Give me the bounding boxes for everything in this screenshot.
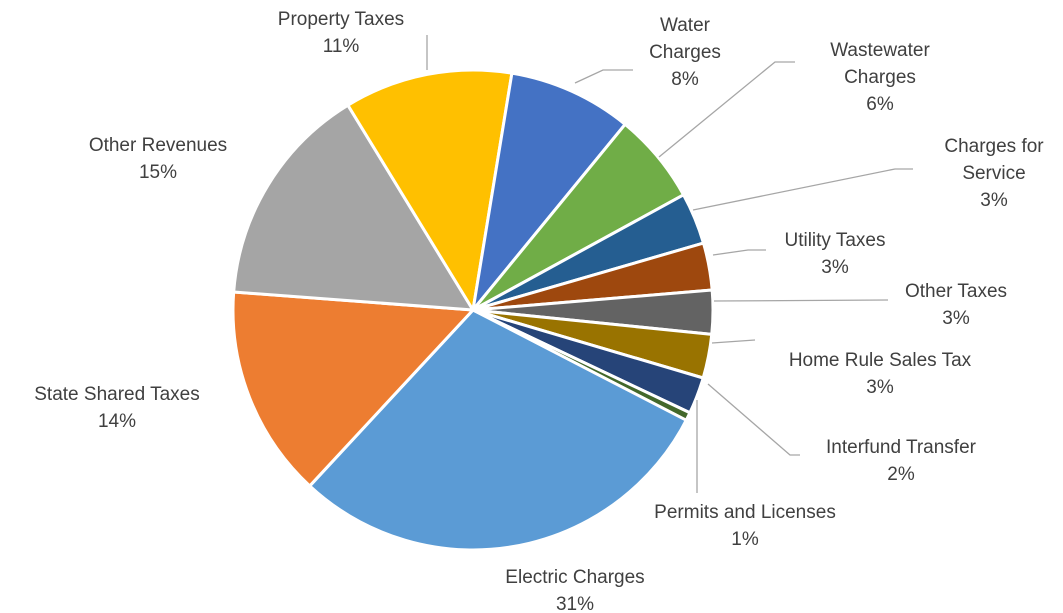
label-percent: 15% [139,162,177,183]
label-name: State Shared Taxes [34,384,199,405]
label-percent: 31% [556,594,594,613]
label-name: Other Taxes [905,281,1007,302]
label-percent: 6% [866,94,894,115]
label-state-shared-taxes: State Shared Taxes 14% [34,384,199,432]
label-percent: 3% [942,308,970,329]
slice-property-taxes [346,68,514,312]
leader-line-interfund-transfer [707,383,800,456]
label-charges-for-service: Charges for Service 3% [944,136,1044,211]
label-water-charges: Water Charges 8% [649,15,721,90]
label-interfund-transfer: Interfund Transfer 2% [826,437,977,485]
label-name: Other Revenues [89,135,227,156]
slice-labels: Electric Charges 31% State Shared Taxes 14%… [34,9,1044,613]
label-name: Utility Taxes [784,230,885,251]
label-name: Permits and Licenses [654,502,836,523]
label-percent: 11% [323,36,360,57]
label-percent: 3% [821,257,849,278]
slice-water-charges [471,71,627,312]
leader-lines [426,35,913,493]
label-percent: 14% [98,411,136,432]
leader-line-water-charges [574,69,633,84]
leader-line-charges-for-service [692,168,913,211]
label-percent: 2% [887,464,915,485]
label-name: Service [962,163,1025,184]
label-percent: 8% [671,69,699,90]
slice-permits-and-licenses [471,308,692,422]
label-percent: 1% [731,529,759,550]
label-name: Charges [649,42,721,63]
leader-line-home-rule-sales-tax [711,339,756,344]
label-home-rule-sales-tax: Home Rule Sales Tax 3% [789,350,972,398]
label-percent: 3% [866,377,894,398]
label-electric-charges: Electric Charges 31% [505,567,644,613]
label-other-taxes: Other Taxes 3% [905,281,1007,329]
label-name: Electric Charges [505,567,644,588]
label-name: Water [660,15,711,36]
label-other-revenues: Other Revenues 15% [89,135,227,183]
label-percent: 3% [980,190,1008,211]
label-utility-taxes: Utility Taxes 3% [784,230,885,278]
label-name: Charges for [944,136,1044,157]
label-name: Home Rule Sales Tax [789,350,972,371]
label-name: Charges [844,67,916,88]
label-name: Interfund Transfer [826,437,977,458]
label-name: Property Taxes [278,9,404,30]
label-wastewater-charges: Wastewater Charges 6% [830,40,930,115]
leader-line-wastewater-charges [658,61,795,158]
leader-line-other-taxes [713,299,889,302]
label-property-taxes: Property Taxes 11% [278,9,404,57]
slice-state-shared-taxes [231,290,475,488]
pie-slices [231,68,715,552]
leader-line-utility-taxes [712,249,766,256]
label-name: Wastewater [830,40,930,61]
label-permits-and-licenses: Permits and Licenses 1% [654,502,836,550]
slice-other-revenues [232,103,475,312]
